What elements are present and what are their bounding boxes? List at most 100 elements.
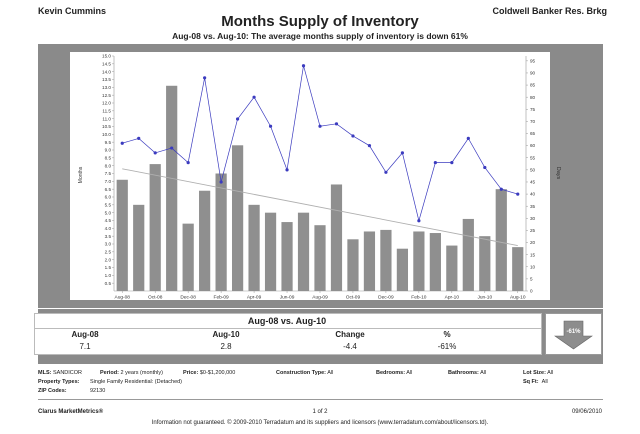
y-right-tick-label: 45: [530, 180, 536, 185]
bar: [182, 223, 194, 291]
bar: [314, 225, 326, 291]
days-point: [186, 160, 190, 165]
down-arrow-icon: -61%: [554, 320, 593, 350]
page-subtitle: Aug-08 vs. Aug-10: The average months su…: [172, 31, 468, 41]
y-right-tick-label: 65: [530, 131, 536, 136]
sqft-value: All: [541, 379, 548, 385]
criteria-period: Period: 2 years (monthly): [100, 370, 163, 376]
days-point: [285, 168, 289, 172]
y-right-tick-label: 55: [530, 155, 536, 160]
y-right-tick-label: 5: [530, 276, 533, 281]
bar: [215, 173, 227, 291]
page-title: Months Supply of Inventory: [221, 13, 419, 30]
y-right-axis-title: Days: [555, 167, 561, 180]
arrow-label: -61%: [566, 329, 581, 335]
bathrooms-label: Bathrooms:: [448, 370, 479, 376]
y-left-tick-label: 8.0: [105, 163, 112, 168]
summary-header-percent: %: [443, 330, 451, 339]
agent-name: Kevin Cummins: [38, 6, 107, 16]
footer-disclaimer: Information not guaranteed. © 2009-2010 …: [151, 420, 489, 426]
x-tick-label: Apr-09: [247, 295, 262, 301]
x-tick-label: Oct-08: [148, 295, 163, 301]
footer-divider: [38, 399, 603, 400]
summary-value-aug10: 2.8: [220, 342, 232, 351]
summary-value-percent: -61%: [437, 342, 457, 351]
days-point: [120, 141, 124, 145]
x-tick-label: Feb-09: [214, 295, 230, 301]
y-right-tick-label: 60: [530, 143, 536, 148]
x-tick-label: Dec-08: [180, 295, 196, 301]
x-tick-label: Apr-10: [445, 295, 460, 301]
days-point: [170, 146, 174, 150]
days-point: [153, 151, 157, 155]
y-right-tick-label: 70: [530, 119, 536, 124]
y-left-tick-label: 15.0: [102, 54, 111, 59]
x-tick-label: Aug-09: [312, 295, 328, 301]
days-point: [367, 144, 372, 148]
x-tick-label: Aug-08: [115, 295, 131, 301]
footer-page: 1 of 2: [312, 409, 328, 415]
y-left-tick-label: 11.5: [102, 108, 111, 113]
mls-value: SANDICOR: [52, 370, 83, 376]
bar: [347, 239, 359, 291]
bar: [396, 248, 409, 291]
x-tick-label: Feb-10: [411, 295, 427, 301]
days-point: [203, 76, 207, 80]
y-left-tick-label: 4.5: [105, 218, 112, 223]
y-left-tick-label: 5.0: [105, 210, 112, 215]
y-left-tick-label: 7.5: [105, 171, 112, 176]
days-point: [417, 219, 421, 223]
summary-table: [34, 313, 542, 355]
bar: [330, 184, 343, 291]
mls-label: MLS:: [38, 370, 52, 376]
bar: [429, 233, 441, 291]
y-right-tick-label: 90: [530, 71, 536, 76]
bar: [380, 229, 392, 291]
days-point: [219, 180, 223, 184]
days-point: [433, 160, 437, 165]
x-tick-label: Aug-10: [510, 295, 526, 301]
y-left-tick-label: 10.5: [102, 124, 111, 129]
x-tick-label: Oct-09: [346, 295, 361, 301]
x-tick-label: Dec-09: [378, 295, 394, 301]
y-left-tick-label: 1.0: [105, 273, 112, 278]
criteria-mls: MLS: SANDICOR: [38, 370, 82, 376]
y-right-tick-label: 50: [530, 167, 536, 172]
summary-value-aug08: 7.1: [79, 342, 91, 351]
summary-value-change: -4.4: [343, 342, 357, 351]
y-left-tick-label: 9.5: [105, 140, 112, 145]
bathrooms-value: All: [480, 370, 487, 376]
lot-size-label: Lot Size:: [523, 370, 546, 376]
y-right-tick-label: 95: [530, 58, 536, 63]
y-right-tick-label: 75: [530, 107, 536, 112]
bar: [363, 231, 376, 291]
bedrooms-value: All: [406, 370, 413, 376]
y-left-tick-label: 8.5: [105, 155, 112, 160]
y-left-tick-label: 14.5: [102, 61, 111, 66]
summary-header-aug08: Aug-08: [71, 330, 99, 339]
y-left-tick-label: 7.0: [105, 179, 112, 184]
y-left-tick-label: 5.5: [105, 202, 112, 207]
criteria-sqft: Sq Ft: All: [523, 379, 548, 385]
bar: [495, 189, 507, 291]
construction-label: Construction Type:: [276, 370, 327, 376]
days-series-line: [122, 65, 518, 223]
y-left-tick-label: 2.0: [105, 257, 112, 262]
bar: [231, 145, 244, 291]
summary-header-change: Change: [335, 330, 365, 339]
days-point: [499, 187, 503, 191]
days-point: [236, 117, 240, 121]
y-left-tick-label: 9.0: [105, 148, 112, 153]
criteria-price: Price: $0-$1,200,000: [183, 370, 235, 376]
summary-title: Aug-08 vs. Aug-10: [247, 316, 327, 326]
summary-divider: [34, 328, 542, 329]
bar: [446, 245, 458, 291]
y-left-tick-label: 10.0: [102, 132, 111, 137]
bar: [264, 212, 277, 291]
y-left-tick-label: 3.0: [105, 242, 112, 247]
trend-line: [122, 168, 518, 247]
footer-date: 09/06/2010: [571, 409, 602, 415]
zip-value: 92130: [90, 388, 106, 394]
days-point: [483, 165, 487, 170]
